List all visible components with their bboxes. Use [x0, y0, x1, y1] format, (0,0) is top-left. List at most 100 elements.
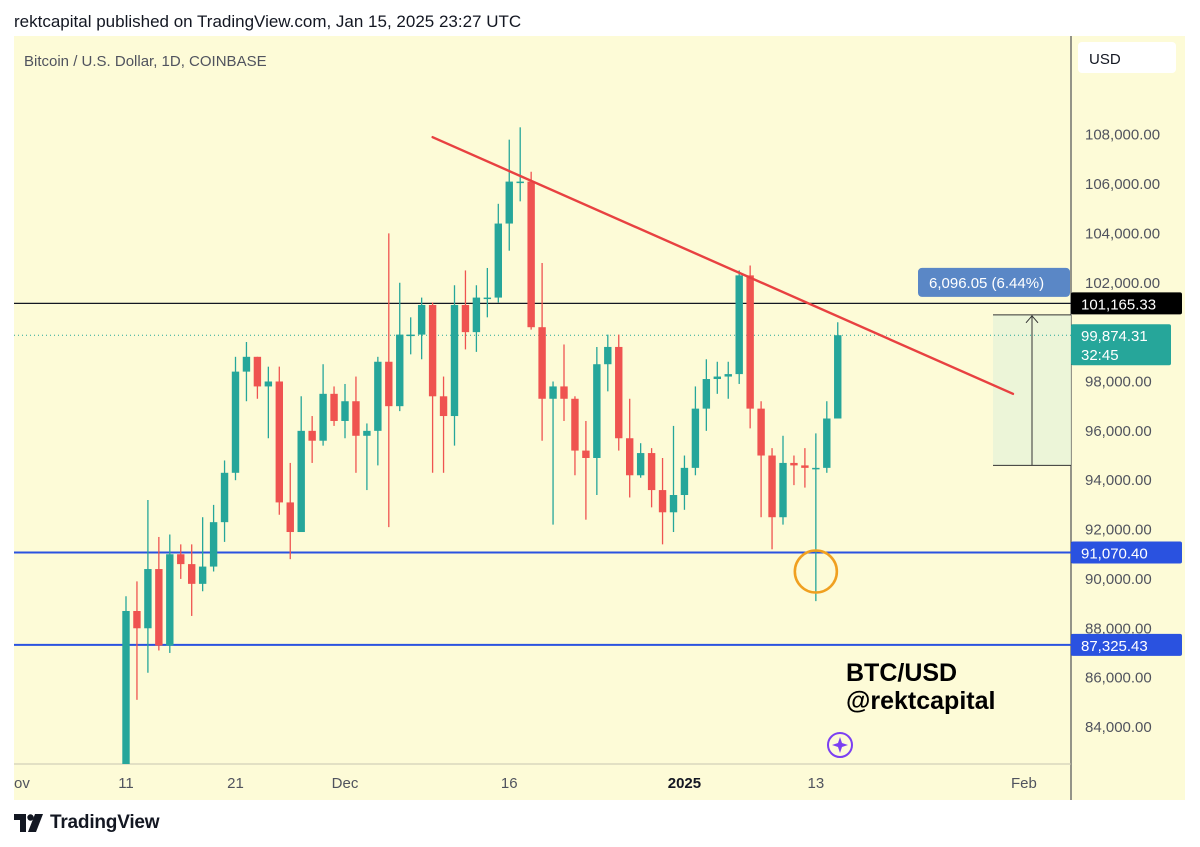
candle-body [231, 371, 240, 473]
candle [242, 342, 251, 402]
x-tick-label: 16 [501, 775, 518, 792]
candle [297, 396, 305, 533]
candle [691, 386, 700, 476]
candle [363, 423, 371, 491]
measure-label: 6,096.05 (6.44%) [918, 267, 1070, 297]
candle [374, 356, 382, 466]
candle [428, 302, 437, 473]
candle-body [341, 401, 349, 421]
candle-body [757, 408, 765, 456]
candle [779, 435, 787, 525]
tradingview-brand[interactable]: TradingView [14, 812, 160, 834]
candle [746, 265, 754, 429]
candle [122, 596, 130, 764]
candle [177, 544, 185, 579]
candle-body [220, 472, 229, 523]
candle [144, 499, 152, 673]
candle-body [297, 430, 305, 533]
price-label-background [1071, 292, 1182, 315]
candle-body [275, 381, 283, 503]
price-label-background [1071, 541, 1182, 564]
candle [615, 334, 623, 451]
candle [636, 443, 645, 478]
y-tick-label: 104,000.00 [1085, 225, 1160, 242]
candle [155, 536, 163, 651]
candle-body [177, 554, 185, 565]
measure-arrow-head [1025, 315, 1039, 324]
candle [527, 171, 535, 330]
candle-body [428, 304, 437, 397]
candle-body [702, 379, 711, 409]
candle [571, 396, 579, 476]
candle [494, 203, 502, 303]
candle-body [768, 455, 776, 518]
candle [396, 282, 404, 412]
currency-button[interactable]: USD [1078, 42, 1176, 73]
measure-label-background [918, 267, 1070, 297]
candle [275, 366, 283, 515]
candle-body [319, 393, 327, 441]
y-tick-label: 86,000.00 [1085, 670, 1152, 687]
candle-body [352, 401, 360, 436]
tradingview-logo-icon [14, 814, 43, 832]
candle [417, 297, 426, 360]
candle-body [308, 430, 316, 441]
candle-body [385, 361, 393, 407]
candle-body [264, 381, 273, 387]
candle [812, 433, 820, 602]
sparkle-icon[interactable] [827, 732, 853, 758]
candle-body [166, 554, 174, 646]
trendline [431, 135, 1015, 396]
candle [253, 356, 262, 399]
candle [516, 127, 524, 202]
x-tick-label: 21 [227, 775, 244, 792]
candle [209, 504, 218, 572]
last-price-value: 99,874.31 [1081, 328, 1148, 345]
candle [724, 361, 732, 399]
candle [713, 361, 721, 394]
candle [461, 270, 470, 350]
candle [702, 359, 711, 431]
candle [308, 416, 316, 463]
price-label: 87,325.43 [1071, 633, 1182, 656]
candle [790, 455, 798, 486]
candle [472, 285, 481, 352]
candle-body [505, 181, 513, 224]
candle-body [155, 569, 163, 646]
brand-name: TradingView [50, 812, 160, 833]
x-tick-label: Feb [1011, 775, 1037, 792]
x-tick-label: 11 [118, 775, 134, 792]
candle [680, 455, 689, 510]
price-label: 91,070.40 [1071, 541, 1182, 564]
candle-body [374, 361, 382, 431]
candle [198, 517, 207, 592]
candle-body [658, 490, 667, 513]
candle-body [439, 396, 448, 417]
candle-body [198, 566, 207, 584]
candle-body [363, 430, 371, 436]
candle-body [713, 376, 721, 380]
candle-body [450, 304, 459, 417]
candle [330, 386, 338, 426]
x-tick-label: ov [14, 775, 30, 792]
candle-body [724, 374, 732, 377]
last-price-label: 99,874.31 32:45 [1071, 324, 1171, 366]
candle-body [209, 522, 218, 567]
candle [834, 322, 842, 419]
candle [604, 334, 612, 392]
candle-body [549, 386, 557, 399]
candle-body [823, 418, 831, 468]
y-tick-label: 94,000.00 [1085, 472, 1152, 489]
watermark-line-2: @rektcapital [846, 687, 995, 715]
candle [801, 448, 809, 488]
y-tick-label: 108,000.00 [1085, 127, 1160, 144]
candle [669, 425, 678, 533]
candle-body [242, 356, 251, 372]
candle-body [571, 398, 579, 451]
price-label-text: 91,070.40 [1081, 545, 1148, 562]
candle-body [669, 495, 678, 513]
x-tick-label: 2025 [668, 775, 701, 792]
candle-body [582, 450, 590, 458]
candle [538, 263, 546, 441]
